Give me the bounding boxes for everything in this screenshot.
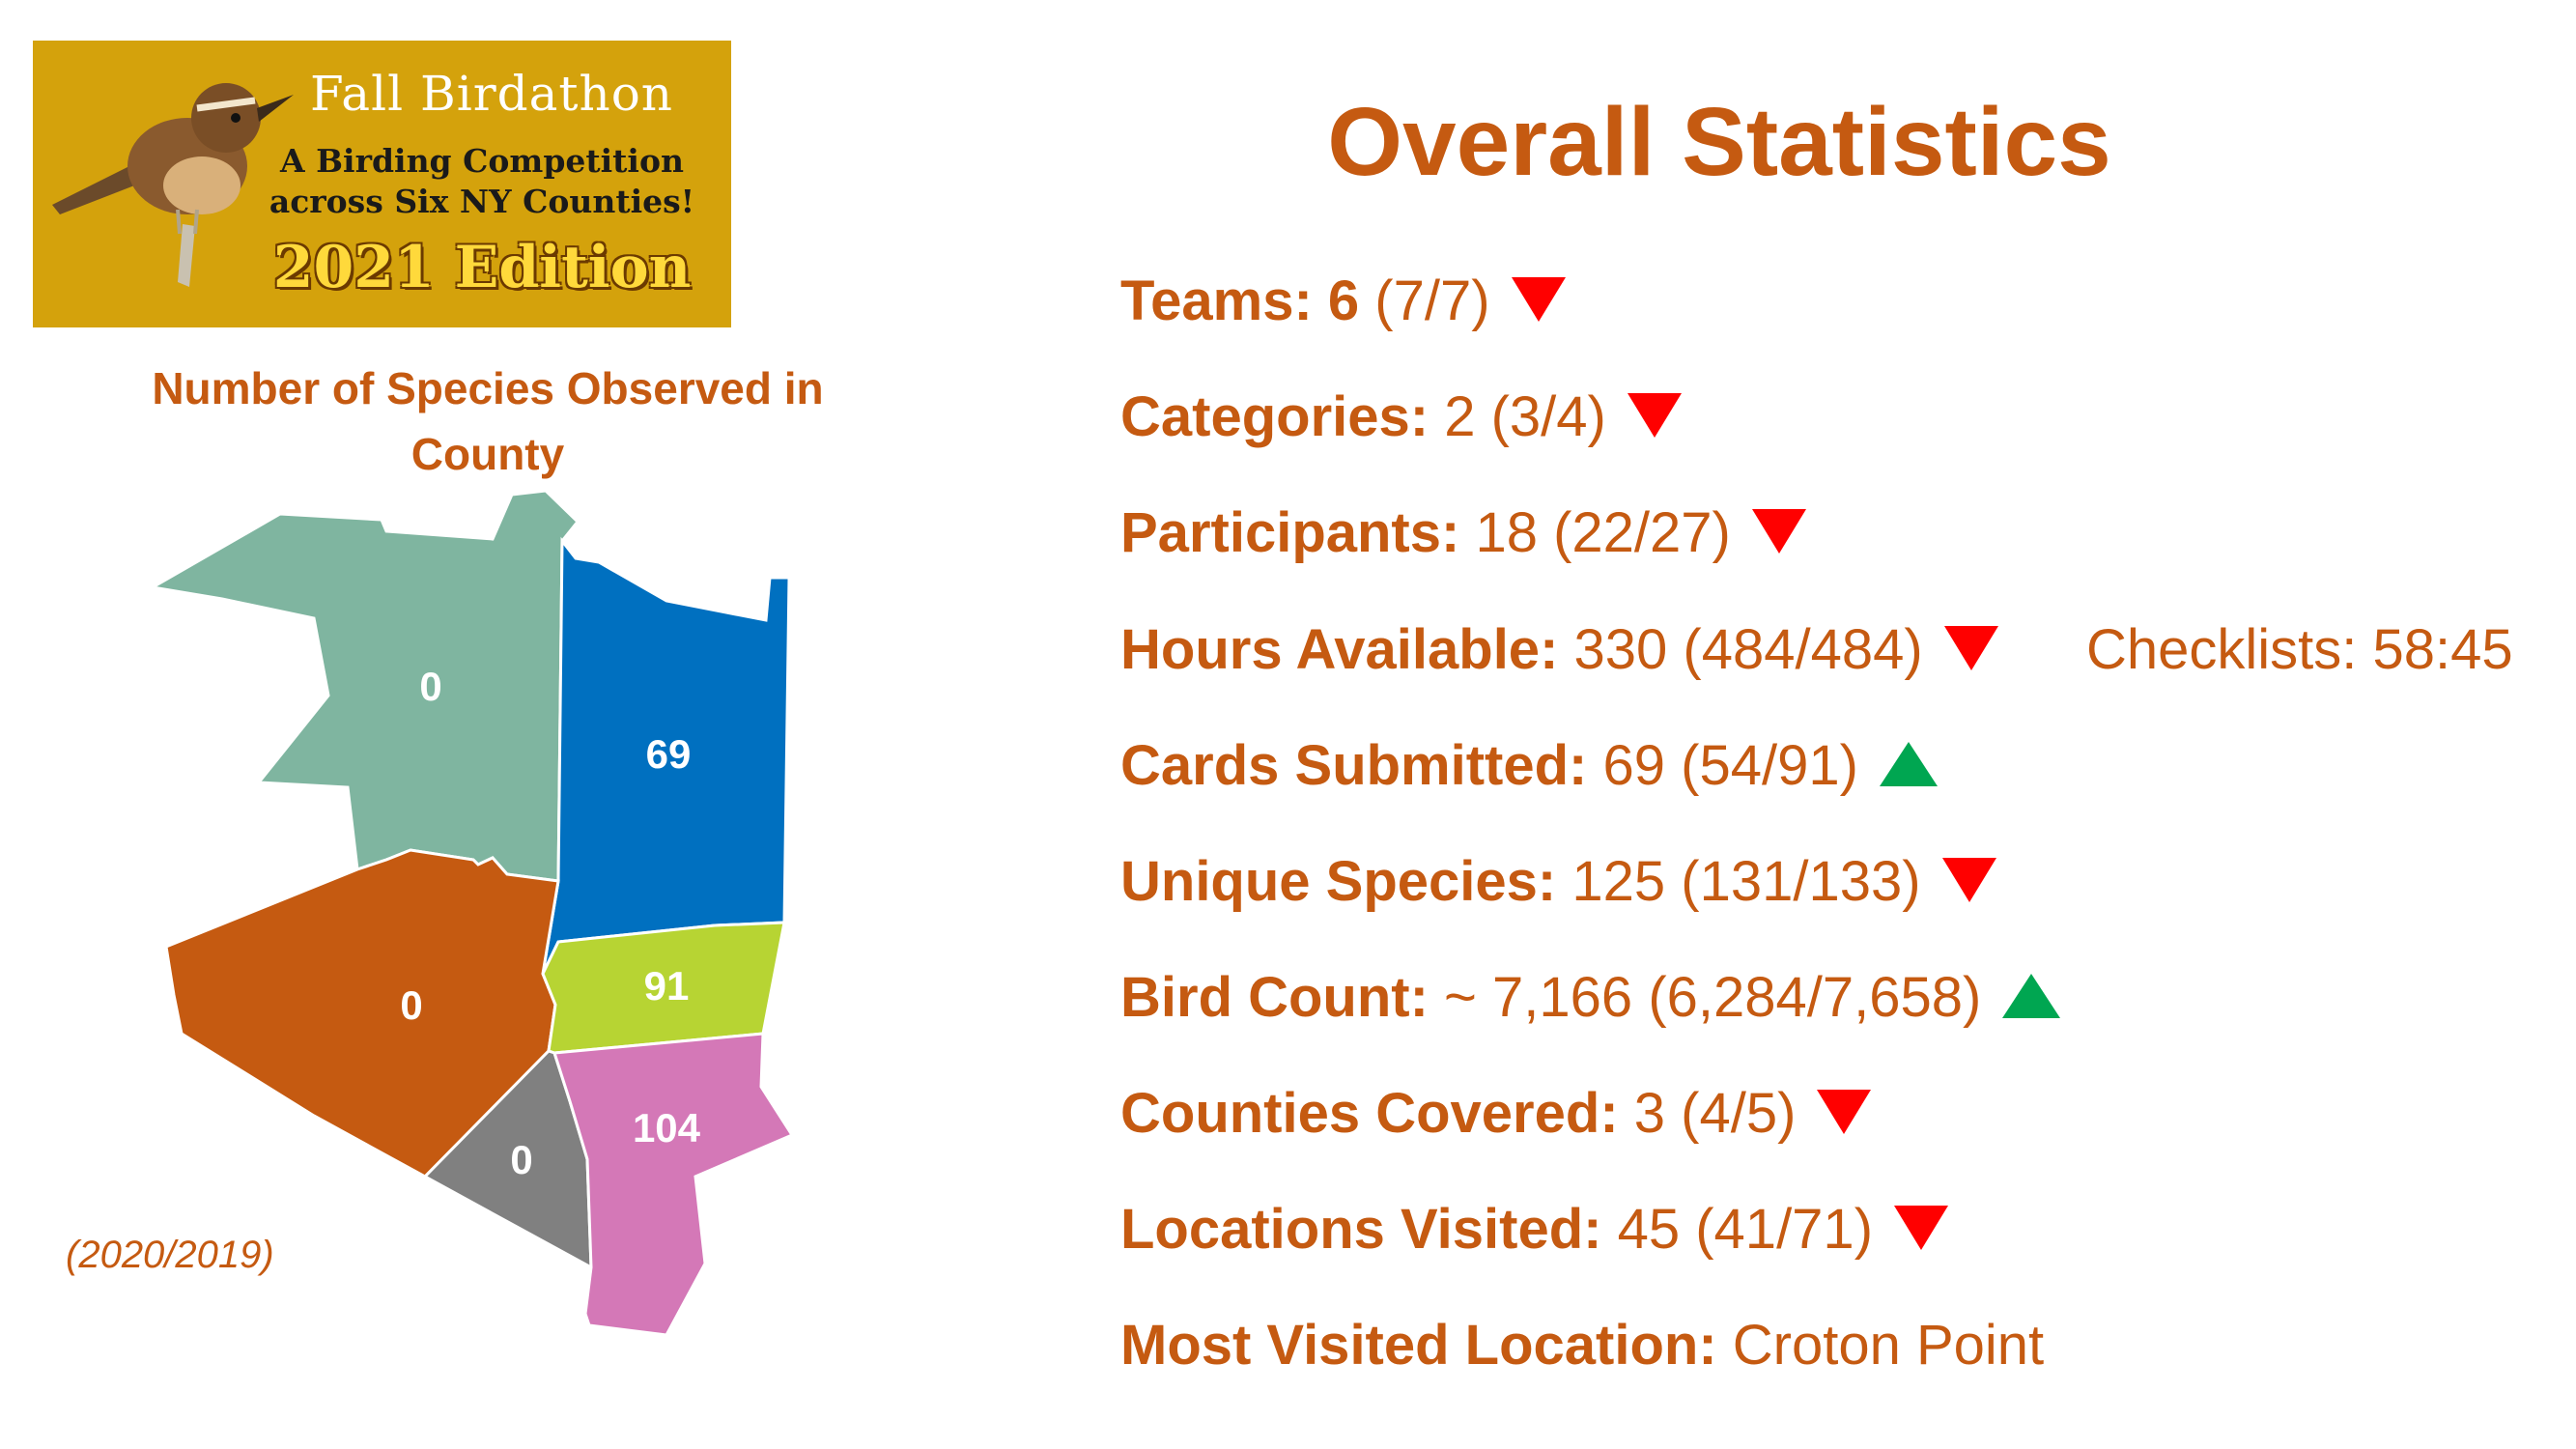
- stat-value: 330: [1573, 618, 1668, 681]
- stat-locations-visited: Locations Visited: 45 (41/71): [1120, 1196, 1949, 1264]
- county-value-5: 104: [633, 1105, 701, 1151]
- page-title: Overall Statistics: [1327, 88, 2111, 196]
- logo-subtitle: A Birding Competition across Six NY Coun…: [245, 141, 719, 222]
- stat-value: 125: [1571, 850, 1666, 913]
- stat-compare: (7/7): [1374, 270, 1490, 332]
- county-value-4: 0: [510, 1137, 532, 1182]
- stat-label: Hours Available:: [1120, 618, 1559, 681]
- checklists-stat: Checklists: 58:45: [2086, 618, 2513, 681]
- stat-counties-covered: Counties Covered: 3 (4/5): [1120, 1080, 1872, 1148]
- stat-value: 18: [1475, 501, 1538, 564]
- stat-compare: (54/91): [1681, 734, 1858, 797]
- stat-compare: (4/5): [1681, 1082, 1797, 1145]
- stat-value: 69: [1602, 734, 1666, 797]
- stat-value: 45: [1617, 1198, 1681, 1261]
- stat-label: Bird Count:: [1120, 966, 1429, 1029]
- stat-categories: Categories: 2 (3/4): [1120, 384, 1682, 451]
- county-region-0: [148, 489, 580, 883]
- map-note: (2020/2019): [66, 1234, 274, 1276]
- stat-compare: (3/4): [1490, 385, 1606, 448]
- stat-value: 2: [1444, 385, 1476, 448]
- stat-compare: (131/133): [1681, 850, 1921, 913]
- map-title-line1: Number of Species Observed in: [152, 363, 824, 413]
- trend-up-icon: [1879, 741, 1938, 786]
- stat-bird-count: Bird Count: ~ 7,166 (6,284/7,658): [1120, 964, 2061, 1032]
- stat-label: Teams:: [1120, 270, 1313, 332]
- county-map: 0 69 0 91 0 104: [148, 489, 795, 1337]
- birdathon-logo: Fall Birdathon A Birding Competition acr…: [33, 41, 731, 327]
- county-value-0: 0: [419, 664, 441, 709]
- county-value-3: 91: [644, 963, 690, 1009]
- map-title: Number of Species Observed in County: [106, 355, 869, 487]
- stat-participants: Participants: 18 (22/27): [1120, 499, 1806, 567]
- stat-cards-submitted: Cards Submitted: 69 (54/91): [1120, 732, 1938, 800]
- logo-subtitle-line2: across Six NY Counties!: [269, 183, 695, 220]
- stat-hours-available: Hours Available: 330 (484/484): [1120, 616, 1998, 684]
- trend-down-icon: [1511, 276, 1566, 322]
- stat-label: Counties Covered:: [1120, 1082, 1619, 1145]
- stat-compare: (484/484): [1683, 618, 1923, 681]
- trend-down-icon: [1817, 1089, 1872, 1134]
- trend-down-icon: [1751, 508, 1806, 554]
- stat-value: Croton Point: [1732, 1314, 2045, 1377]
- stat-unique-species: Unique Species: 125 (131/133): [1120, 848, 1996, 916]
- trend-down-icon: [1941, 857, 1996, 902]
- stat-label: Cards Submitted:: [1120, 734, 1588, 797]
- trend-up-icon: [2002, 973, 2061, 1018]
- logo-edition: 2021 Edition: [272, 234, 692, 301]
- county-region-5: [552, 1032, 795, 1337]
- stat-compare: (41/71): [1695, 1198, 1874, 1261]
- stat-teams: Teams: 6 (7/7): [1120, 268, 1566, 335]
- trend-down-icon: [1894, 1205, 1949, 1250]
- county-value-2: 0: [400, 982, 422, 1028]
- stat-label: Categories:: [1120, 385, 1430, 448]
- logo-subtitle-line1: A Birding Competition: [280, 142, 684, 180]
- stat-label: Unique Species:: [1120, 850, 1557, 913]
- stat-label: Participants:: [1120, 501, 1460, 564]
- stat-label: Locations Visited:: [1120, 1198, 1602, 1261]
- stat-label: Most Visited Location:: [1120, 1314, 1717, 1377]
- map-title-line2: County: [410, 429, 565, 479]
- stat-compare: (22/27): [1553, 501, 1731, 564]
- stat-value: 3: [1633, 1082, 1666, 1145]
- stat-value: 6: [1327, 270, 1360, 332]
- logo-title: Fall Birdathon: [309, 66, 674, 122]
- county-value-1: 69: [646, 731, 692, 777]
- trend-down-icon: [1627, 392, 1682, 438]
- stat-compare: (6,284/7,658): [1648, 966, 1982, 1029]
- stat-most-visited-location: Most Visited Location: Croton Point: [1120, 1312, 2044, 1379]
- stat-value: ~ 7,166: [1444, 966, 1633, 1029]
- wren-bird-icon: [52, 83, 294, 287]
- trend-down-icon: [1943, 625, 1998, 670]
